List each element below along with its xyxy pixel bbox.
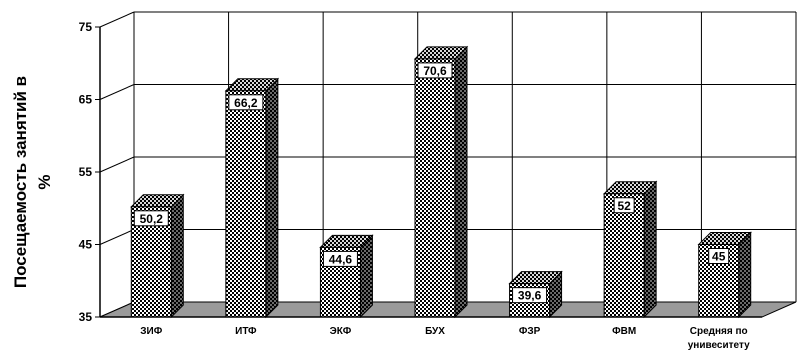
- bar-side: [738, 231, 752, 319]
- category-label: ИТФ: [235, 326, 257, 337]
- gridline-side-1: [99, 229, 135, 245]
- data-label: 45: [712, 250, 726, 264]
- category-label: Средняя по: [690, 326, 748, 337]
- y-axis-title: %: [35, 174, 54, 189]
- bar: [224, 77, 280, 319]
- bar: [413, 45, 469, 319]
- gridline-side-3: [99, 84, 135, 100]
- bar-front: [414, 58, 456, 318]
- gridline-side-2: [99, 156, 135, 173]
- data-label: 39,6: [518, 289, 542, 303]
- y-axis-title: Посещаемость занятий в: [11, 76, 30, 288]
- labels: 35 45 55 65 75 Посещаемость занятий в % 50,2 ЗИФ…: [11, 20, 750, 351]
- y-tick-label: 55: [79, 165, 93, 179]
- data-label-box: [417, 62, 453, 79]
- data-label-box: [322, 250, 358, 267]
- data-label: 52: [617, 199, 631, 213]
- bar-side: [265, 77, 279, 319]
- y-tick-label: 35: [79, 310, 93, 324]
- bar-side: [170, 193, 184, 319]
- bars: [130, 45, 752, 319]
- gridline-side-4: [99, 11, 135, 28]
- data-label-box: [708, 248, 730, 264]
- category-label: унивеситету: [688, 340, 750, 351]
- data-label: 66,2: [234, 96, 258, 110]
- axes: [95, 26, 762, 318]
- category-label: БУХ: [425, 326, 445, 337]
- category-label: ЗИФ: [140, 326, 162, 337]
- category-label: ФВМ: [612, 326, 636, 337]
- y-tick-label: 65: [79, 93, 93, 107]
- bar-side: [359, 234, 373, 319]
- bar: [697, 231, 752, 319]
- y-tick-label: 45: [79, 238, 93, 252]
- bar: [319, 234, 374, 319]
- y-tick-label: 75: [79, 20, 93, 34]
- bar-side: [643, 180, 657, 319]
- bar-front: [603, 193, 645, 318]
- data-label-box: [133, 210, 169, 227]
- bar-front: [225, 90, 267, 318]
- category-label: ФЗР: [519, 326, 541, 337]
- category-label: ЭКФ: [330, 326, 352, 337]
- bar: [602, 180, 658, 319]
- data-label: 70,6: [423, 64, 447, 78]
- data-label-box: [512, 287, 548, 304]
- bar-side: [454, 45, 468, 319]
- data-label-box: [228, 94, 264, 111]
- data-label-box: [613, 197, 635, 214]
- data-label: 44,6: [329, 252, 353, 266]
- data-label: 50,2: [140, 212, 164, 226]
